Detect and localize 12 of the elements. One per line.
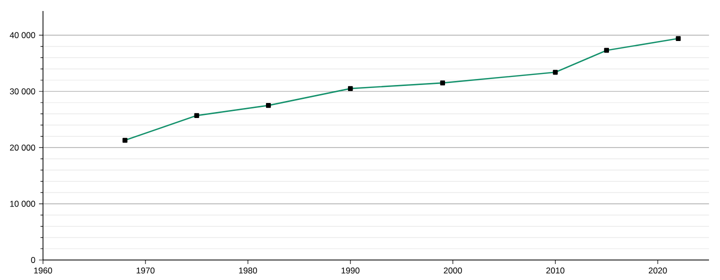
x-tick-label: 1960 bbox=[34, 268, 52, 274]
x-tick-label: 2000 bbox=[444, 268, 462, 274]
y-tick-label: 30 000 bbox=[10, 88, 36, 94]
x-tick-label: 1970 bbox=[136, 268, 155, 274]
y-tick-label: 40 000 bbox=[10, 32, 36, 38]
x-tick-label: 2010 bbox=[546, 268, 564, 274]
x-tick-label: 1980 bbox=[239, 268, 258, 274]
y-tick-label: 0 bbox=[31, 257, 36, 263]
y-tick-label: 10 000 bbox=[10, 200, 36, 207]
y-tick-label: 20 000 bbox=[10, 144, 36, 151]
x-tick-label: 2020 bbox=[648, 268, 667, 274]
x-tick-label: 1990 bbox=[342, 268, 360, 274]
